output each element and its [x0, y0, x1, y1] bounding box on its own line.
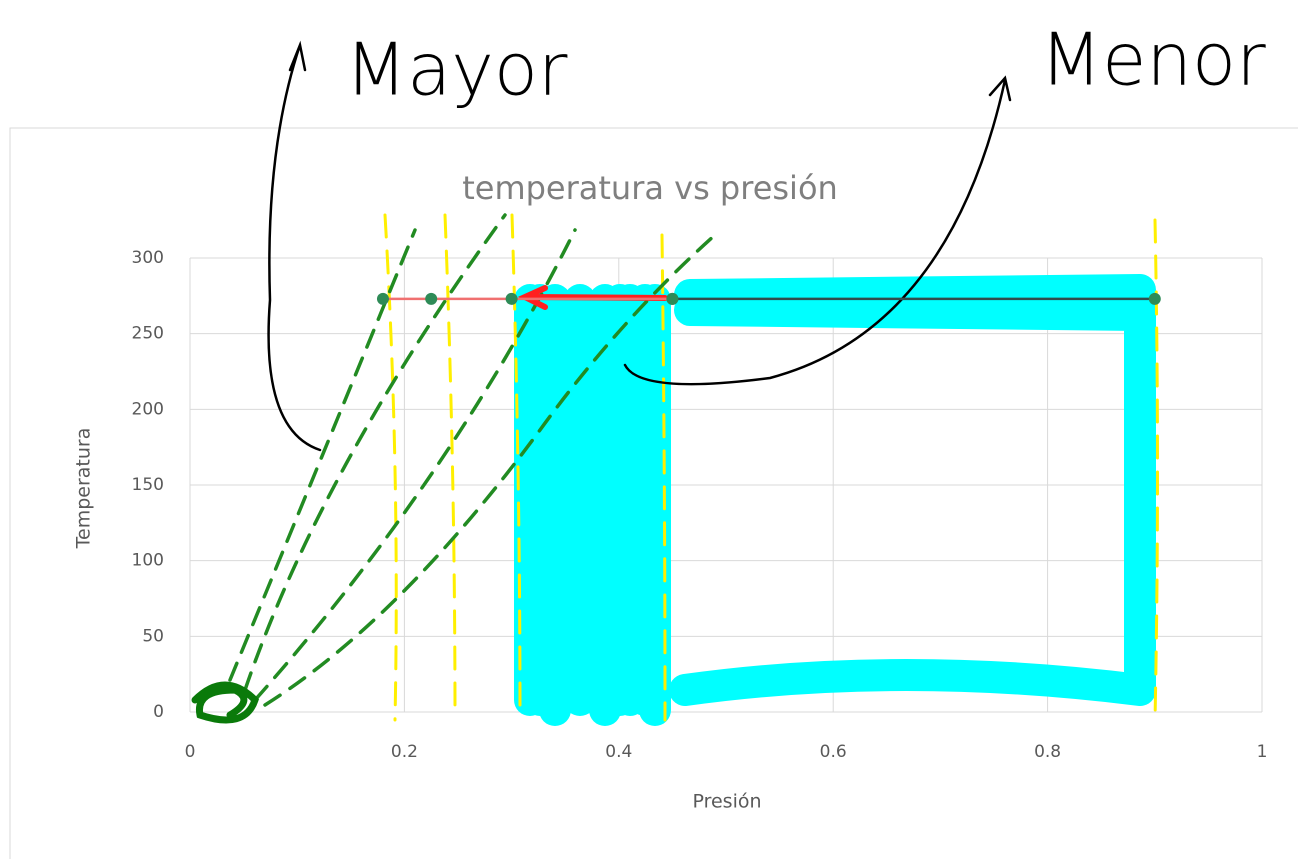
y-tick-label: 300: [132, 248, 164, 268]
data-point: [377, 293, 389, 305]
x-tick-label: 0.4: [605, 742, 632, 762]
chart-title: temperatura vs presión: [462, 169, 838, 207]
x-tick-label: 0: [185, 742, 196, 762]
x-tick-label: 0.6: [820, 742, 847, 762]
y-axis-label: Temperatura: [73, 428, 95, 550]
data-point: [1149, 293, 1161, 305]
x-tick-label: 0.2: [391, 742, 418, 762]
annotation: Mayor: [345, 28, 568, 112]
chart: 0 50 100 150 200 250 300 0 0.2 0.4 0.6 0.8 1 tempera…: [0, 0, 1298, 859]
data-point: [506, 293, 518, 305]
page: 0 50 100 150 200 250 300 0 0.2 0.4 0.6 0.8 1 tempera…: [0, 0, 1298, 859]
cyan-fill: [530, 300, 655, 710]
x-tick-label: 0.8: [1034, 742, 1061, 762]
annotation: Menor: [1040, 18, 1266, 102]
y-tick-label: 100: [132, 551, 164, 571]
x-tick-label: 1: [1257, 742, 1268, 762]
data-point: [666, 293, 678, 305]
y-tick-label: 0: [153, 702, 164, 722]
y-tick-label: 250: [132, 324, 164, 344]
y-tick-label: 150: [132, 475, 164, 495]
y-tick-label: 200: [132, 399, 164, 419]
x-axis-label: Presión: [692, 791, 761, 813]
y-tick-label: 50: [142, 626, 164, 646]
data-point: [425, 293, 437, 305]
